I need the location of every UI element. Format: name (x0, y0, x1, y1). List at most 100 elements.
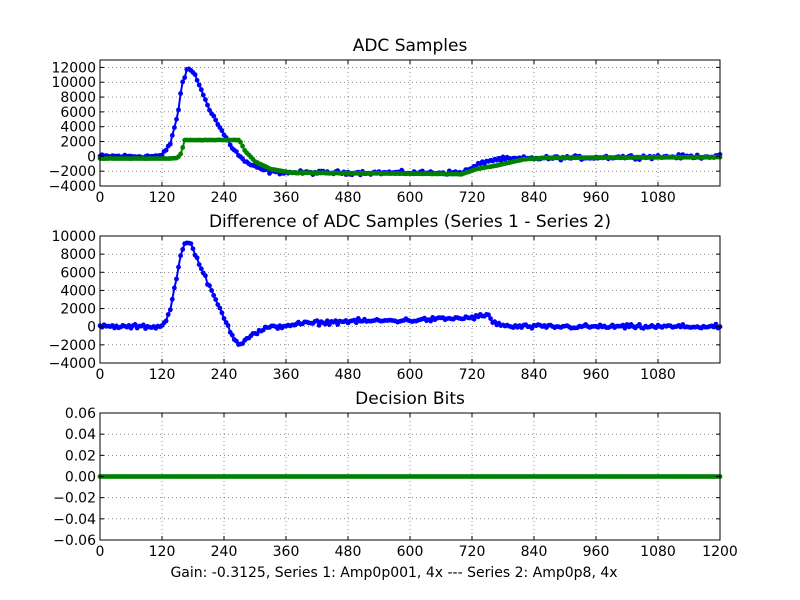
y-tick-label: −2000 (49, 164, 96, 180)
data-point (169, 133, 175, 138)
x-tick-label: 120 (149, 544, 176, 560)
y-tick-label: −0.06 (53, 533, 96, 549)
x-tick-label: 600 (397, 367, 424, 383)
data-point (172, 125, 177, 130)
data-point (198, 266, 204, 272)
x-tick-label: 480 (335, 544, 362, 560)
y-tick-label: 12000 (51, 60, 96, 76)
x-tick-label: 1200 (702, 544, 738, 560)
y-tick-label: 2000 (60, 302, 96, 318)
data-point (622, 325, 628, 331)
panel-1-series-2 (97, 137, 723, 177)
y-tick-label: 6000 (60, 265, 96, 281)
data-point (167, 307, 173, 313)
data-point (219, 310, 225, 316)
data-point (180, 145, 186, 150)
y-tick-label: −0.04 (53, 512, 96, 528)
y-tick-label: 10000 (51, 75, 96, 91)
data-point (178, 253, 184, 259)
y-tick-label: 4000 (60, 283, 96, 299)
data-point (174, 276, 179, 282)
data-point (203, 273, 208, 279)
x-tick-label: 480 (335, 367, 362, 383)
x-tick-label: 0 (96, 367, 105, 383)
data-point (174, 116, 179, 122)
data-point (205, 102, 210, 108)
data-point (213, 297, 219, 302)
x-tick-label: 600 (397, 190, 424, 206)
data-point (229, 332, 235, 338)
panel-3-title: Decision Bits (355, 389, 465, 409)
y-tick-label: 0.06 (65, 406, 96, 422)
x-tick-label: 240 (211, 544, 238, 560)
data-point (194, 77, 200, 83)
data-point (169, 296, 175, 302)
panel-2-series-1 (97, 240, 723, 347)
data-point (188, 241, 194, 247)
data-point (324, 318, 330, 324)
panel-1-title: ADC Samples (353, 36, 468, 56)
data-point (176, 107, 181, 113)
x-tick-label: 960 (583, 367, 610, 383)
data-point (486, 312, 491, 318)
x-tick-label: 120 (149, 367, 176, 383)
y-tick-label: 0.02 (65, 448, 96, 464)
panel-2: Difference of ADC Samples (Series 1 - Se… (49, 212, 723, 383)
data-point (192, 72, 198, 77)
figure-caption: Gain: -0.3125, Series 1: Amp0p001, 4x --… (170, 565, 617, 581)
x-tick-label: 720 (459, 367, 486, 383)
y-tick-label: 2000 (60, 135, 96, 151)
data-point (221, 316, 227, 321)
data-point (471, 316, 477, 322)
data-point (234, 149, 239, 155)
x-tick-label: 1080 (640, 190, 676, 206)
data-point (207, 107, 212, 113)
x-tick-label: 840 (521, 190, 548, 206)
data-point (176, 264, 181, 270)
data-point (209, 288, 215, 293)
x-tick-label: 960 (583, 544, 610, 560)
data-point (314, 318, 320, 324)
data-point (498, 158, 504, 163)
data-point (207, 283, 212, 288)
data-point (713, 321, 719, 327)
y-tick-label: 4000 (60, 120, 96, 136)
y-tick-label: −4000 (49, 179, 96, 195)
data-point (428, 318, 434, 324)
data-point (190, 246, 196, 252)
y-tick-label: 8000 (60, 90, 96, 106)
data-point (219, 128, 225, 134)
x-tick-label: 960 (583, 190, 610, 206)
x-tick-label: 720 (459, 544, 486, 560)
x-tick-label: 0 (96, 544, 105, 560)
y-tick-label: −2000 (49, 338, 96, 354)
x-tick-label: 480 (335, 190, 362, 206)
data-point (180, 79, 186, 85)
data-point (165, 312, 171, 317)
data-point (211, 293, 217, 298)
data-point (254, 331, 260, 337)
data-point (196, 262, 202, 267)
y-tick-label: 0.00 (65, 470, 96, 486)
data-point (180, 247, 186, 252)
x-tick-label: 1080 (640, 544, 676, 560)
x-tick-label: 840 (521, 367, 548, 383)
x-tick-label: 240 (211, 367, 238, 383)
x-tick-label: 120 (149, 190, 176, 206)
data-point (203, 97, 208, 102)
data-point (182, 75, 188, 80)
data-point (217, 305, 223, 311)
x-tick-label: 1080 (640, 367, 676, 383)
y-tick-label: 0 (87, 149, 96, 165)
data-point (225, 323, 231, 328)
x-tick-label: 840 (521, 544, 548, 560)
data-point (215, 302, 221, 307)
data-point (196, 82, 202, 88)
panel-2-title: Difference of ADC Samples (Series 1 - Se… (209, 212, 611, 232)
data-point (141, 322, 146, 328)
data-point (353, 320, 359, 326)
data-point (333, 318, 338, 324)
data-point (238, 139, 243, 145)
y-tick-label: −0.02 (53, 491, 96, 507)
